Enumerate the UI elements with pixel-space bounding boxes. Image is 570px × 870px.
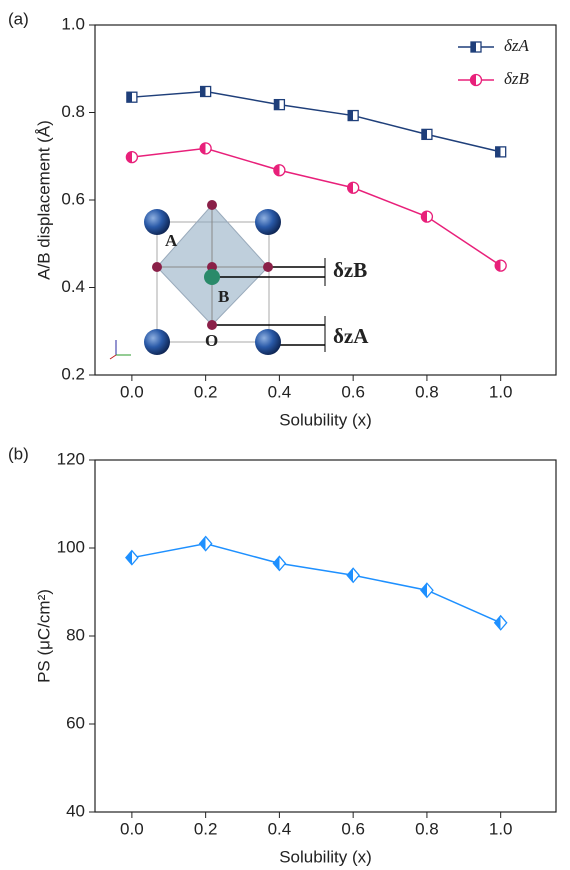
marker [198,535,213,552]
inset-structure [109,200,326,360]
marker [495,146,507,158]
marker [470,41,482,53]
marker [126,91,138,103]
x-tick-label: 0.8 [415,819,439,838]
x-axis-label: Solubility (x) [279,847,372,866]
x-tick-label: 0.0 [120,382,144,401]
x-tick-label: 0.2 [194,382,218,401]
x-tick-label: 0.4 [268,382,292,401]
y-tick-label: 80 [66,625,85,644]
marker [125,549,139,566]
y-tick-label: 120 [57,449,85,468]
x-tick-label: 0.6 [341,382,365,401]
inset-label: δzB [333,258,367,282]
marker [494,259,507,272]
marker [273,98,286,111]
y-tick-label: 100 [57,537,85,556]
legend-label: δzA [504,36,530,55]
series-line [131,542,501,624]
legend-label: δzB [504,69,530,88]
y-axis-label: A/B displacement (Å) [34,120,53,280]
marker [125,150,139,164]
y-tick-label: 40 [66,801,85,820]
x-tick-label: 1.0 [489,819,513,838]
x-tick-label: 0.6 [341,819,365,838]
marker [347,181,360,194]
marker [199,142,212,155]
y-tick-label: 0.2 [61,364,85,383]
inset-label: A [165,231,178,250]
panel-label: (b) [8,444,29,463]
x-axis-label: Solubility (x) [279,410,372,429]
marker [493,614,508,631]
x-tick-label: 0.0 [120,819,144,838]
series-line [131,90,501,153]
series-line [131,147,502,267]
marker [421,128,433,141]
inset-label: O [205,331,218,350]
y-tick-label: 0.6 [61,189,85,208]
x-tick-label: 0.2 [194,819,218,838]
marker [272,555,287,572]
y-tick-label: 60 [66,713,85,732]
plot-frame [94,459,557,813]
inset-label: B [218,287,229,306]
panel-label: (a) [8,9,29,28]
x-tick-label: 1.0 [489,382,513,401]
marker [469,73,483,87]
marker [347,109,359,122]
y-tick-label: 0.8 [61,102,85,121]
y-axis-label: PS (μC/cm²) [34,589,53,683]
marker [273,164,286,177]
y-tick-label: 1.0 [61,14,85,33]
marker [420,582,434,599]
marker [346,567,361,584]
marker [199,85,212,98]
x-tick-label: 0.8 [415,382,439,401]
y-tick-label: 0.4 [61,277,85,296]
inset-label: δzA [333,324,369,348]
marker [420,210,434,223]
x-tick-label: 0.4 [268,819,292,838]
